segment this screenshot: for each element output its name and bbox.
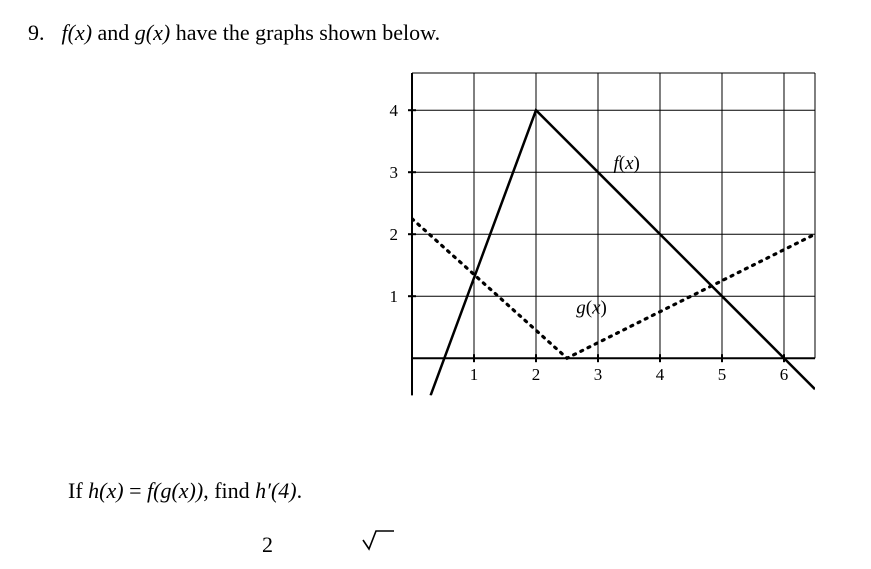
svg-text:2: 2 [532,365,541,384]
stem-gx: g(x) [135,20,170,45]
q-target: h′(4) [255,478,296,503]
svg-text:4: 4 [656,365,665,384]
q-find: , find [203,478,255,503]
svg-text:5: 5 [718,365,727,384]
question-line: If h(x) = f(g(x)), find h′(4). [68,478,302,504]
q-if: If [68,478,88,503]
stem-rest: have the graphs shown below. [170,20,440,45]
fragment-sqrt [360,526,396,552]
q-h-lhs: h(x) [88,478,123,503]
label-f: f(x) [613,153,639,174]
svg-text:6: 6 [780,365,789,384]
function-graph: 1 2 3 4 5 6 1 2 3 4 f(x) g(x) [368,67,821,427]
stem-fx: f(x) [62,20,93,45]
stem-and: and [92,20,135,45]
q-period: . [297,478,303,503]
svg-text:1: 1 [470,365,479,384]
q-eq: = [124,478,147,503]
chart-region: 1 2 3 4 5 6 1 2 3 4 f(x) g(x) [28,57,843,417]
svg-text:3: 3 [594,365,603,384]
fragment-2: 2 [262,532,273,558]
q-h-rhs: f(g(x)) [147,478,203,503]
svg-text:4: 4 [390,101,399,120]
series-g [412,218,815,357]
label-g: g(x) [576,297,607,318]
problem-number: 9. [28,18,56,49]
problem-stem: 9. f(x) and g(x) have the graphs shown b… [28,18,843,49]
svg-text:3: 3 [390,163,399,182]
svg-text:1: 1 [390,287,399,306]
svg-text:2: 2 [390,225,399,244]
